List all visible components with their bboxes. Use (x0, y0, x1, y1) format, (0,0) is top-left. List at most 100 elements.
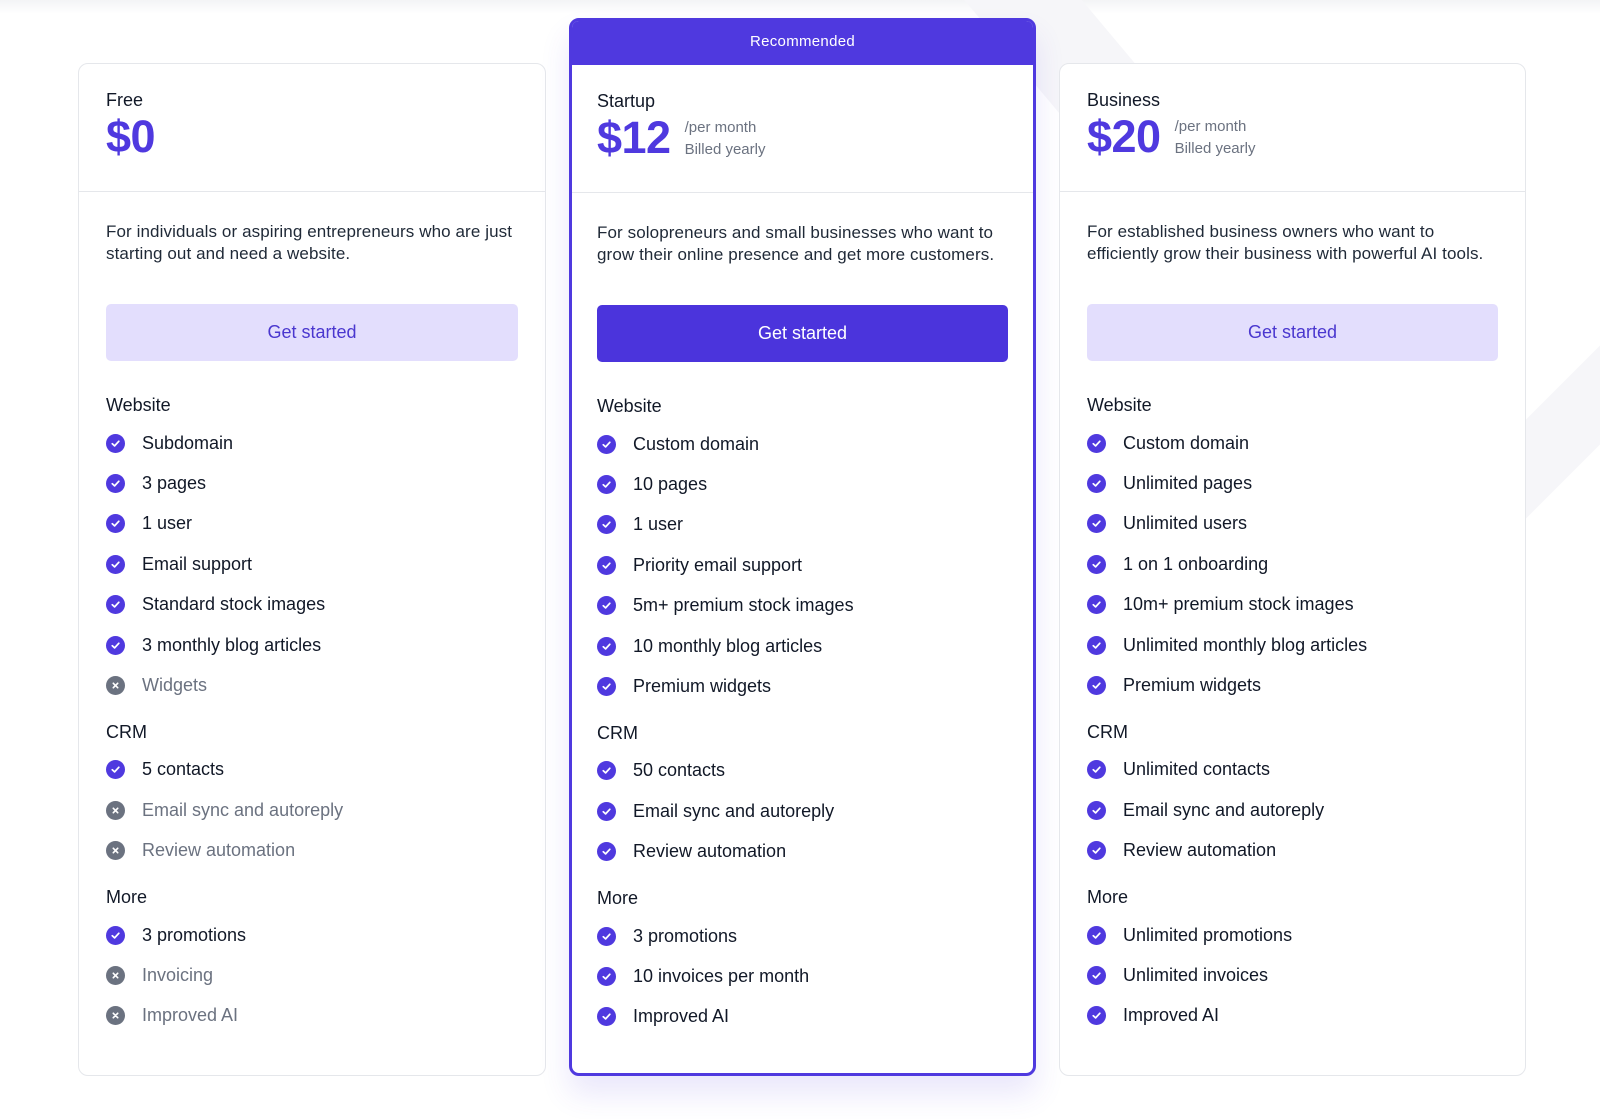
feature-item: Email support (106, 544, 518, 584)
feature-label: 3 promotions (633, 925, 738, 946)
section-title: CRM (597, 722, 638, 743)
get-started-button-startup[interactable]: Get started (597, 305, 1008, 362)
feature-item: Premium widgets (1087, 665, 1498, 705)
feature-label: Improved AI (142, 1005, 239, 1026)
plan-header: Startup $12 /per month Billed yearly (572, 65, 1033, 193)
section-website: Website Subdomain 3 pages 1 user Email supp… (79, 395, 545, 706)
feature-item: Review automation (597, 832, 1006, 872)
feature-item: 3 promotions (597, 916, 1006, 956)
get-started-button-free[interactable]: Get started (106, 304, 518, 361)
check-circle-icon (597, 515, 616, 535)
feature-item: Unlimited contacts (1087, 750, 1498, 790)
feature-list: Subdomain 3 pages 1 user Email support Stand… (106, 423, 518, 706)
check-circle-icon (106, 474, 125, 494)
plan-name: Free (106, 90, 144, 110)
feature-label: 10 monthly blog articles (633, 635, 823, 656)
feature-label: Premium widgets (633, 676, 772, 697)
feature-item: 3 monthly blog articles (106, 625, 518, 665)
section-more: More 3 promotions 10 invoices per month Im… (572, 888, 1033, 1037)
feature-item: Email sync and autoreply (597, 791, 1006, 831)
section-title: Website (597, 396, 662, 416)
check-circle-icon (1087, 595, 1106, 615)
billing-note: Billed yearly (684, 141, 766, 158)
feature-label: Improved AI (1123, 1005, 1220, 1026)
feature-item: 1 user (106, 504, 518, 544)
check-circle-icon (106, 925, 125, 945)
check-circle-icon (597, 434, 616, 454)
check-circle-icon (597, 596, 616, 616)
feature-label: Unlimited promotions (1123, 924, 1293, 945)
check-circle-icon (597, 636, 616, 656)
feature-label: 1 user (633, 514, 684, 535)
feature-label: Priority email support (633, 554, 803, 575)
billing-note: Billed yearly (1174, 140, 1256, 157)
feature-list: 50 contacts Email sync and autoreply Revie… (597, 751, 1006, 872)
check-circle-icon (106, 514, 125, 534)
feature-item: Custom domain (597, 424, 1006, 464)
feature-list: Unlimited contacts Email sync and autorep… (1087, 750, 1498, 871)
feature-label: 3 pages (142, 473, 207, 494)
check-circle-icon (597, 926, 616, 946)
feature-item: 10 invoices per month (597, 956, 1006, 996)
feature-label: Unlimited users (1123, 513, 1248, 534)
section-crm: CRM 5 contacts Email sync and autoreply Re… (79, 722, 545, 871)
plan-card-business: Business $20 /per month Billed yearly Fo… (1059, 63, 1526, 1076)
check-circle-icon (106, 433, 125, 453)
check-circle-icon (597, 555, 616, 575)
check-circle-icon (106, 635, 125, 655)
feature-label: Review automation (1123, 840, 1277, 861)
feature-item: Unlimited promotions (1087, 915, 1498, 955)
section-crm: CRM Unlimited contacts Email sync and aut… (1060, 722, 1525, 871)
feature-sections: Website Custom domain Unlimited pages Unli… (1060, 395, 1525, 1036)
feature-label: 1 user (142, 513, 193, 534)
check-circle-icon (597, 1007, 616, 1027)
feature-label: 5m+ premium stock images (633, 595, 854, 616)
check-circle-icon (1087, 433, 1106, 453)
check-circle-icon (597, 761, 616, 781)
feature-label: Review automation (633, 841, 787, 862)
check-circle-icon (1087, 841, 1106, 861)
feature-label: Review automation (142, 840, 296, 861)
check-circle-icon (597, 842, 616, 862)
plan-header: Free $0 (79, 64, 545, 192)
check-circle-icon (597, 966, 616, 986)
feature-label: Invoicing (142, 964, 214, 985)
feature-item: Custom domain (1087, 423, 1498, 463)
feature-label: Unlimited contacts (1123, 759, 1271, 780)
top-fade (0, 0, 1600, 14)
get-started-button-business[interactable]: Get started (1087, 304, 1498, 361)
section-title: CRM (1087, 721, 1128, 742)
feature-label: Premium widgets (1123, 675, 1262, 696)
check-circle-icon (1087, 965, 1106, 985)
check-circle-icon (1087, 474, 1106, 494)
plan-price: $0 (106, 111, 156, 162)
feature-item: 50 contacts (597, 751, 1006, 791)
x-circle-icon (106, 1006, 125, 1026)
check-circle-icon (1087, 514, 1106, 534)
plan-card-body: Startup $12 /per month Billed yearly For… (572, 65, 1033, 1038)
feature-label: Widgets (142, 675, 208, 696)
x-circle-icon (106, 800, 125, 820)
feature-item: 3 pages (106, 463, 518, 503)
feature-item: 5m+ premium stock images (597, 586, 1006, 626)
section-title: Website (1087, 395, 1152, 415)
feature-label: Unlimited monthly blog articles (1123, 634, 1368, 655)
section-title: Website (106, 395, 171, 415)
check-circle-icon (1087, 1006, 1106, 1026)
plan-description: For individuals or aspiring entrepreneur… (106, 222, 513, 263)
feature-label: 50 contacts (633, 760, 726, 781)
section-more: More Unlimited promotions Unlimited invoi… (1060, 887, 1525, 1036)
plan-name: Business (1087, 90, 1161, 110)
section-title: CRM (106, 721, 147, 742)
feature-list: Unlimited promotions Unlimited invoices Im… (1087, 915, 1498, 1036)
feature-label: Unlimited invoices (1123, 964, 1269, 985)
feature-label: Custom domain (633, 433, 760, 454)
plan-description: For solopreneurs and small businesses wh… (597, 223, 995, 264)
feature-label: Email sync and autoreply (1123, 799, 1325, 820)
feature-item: Improved AI (106, 996, 518, 1036)
feature-item: Email sync and autoreply (106, 790, 518, 830)
price-meta: /per month Billed yearly (685, 117, 766, 161)
price-meta: /per month Billed yearly (1175, 116, 1256, 160)
feature-item: Unlimited invoices (1087, 955, 1498, 995)
feature-list: Custom domain Unlimited pages Unlimited us… (1087, 423, 1498, 706)
